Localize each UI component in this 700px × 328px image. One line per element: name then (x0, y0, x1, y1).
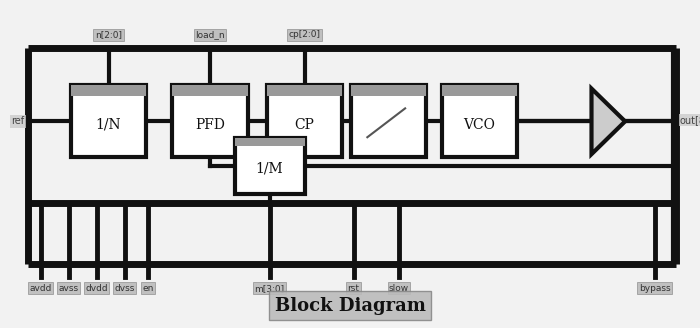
Text: dvdd: dvdd (85, 284, 108, 293)
Text: m[3:0]: m[3:0] (254, 284, 285, 293)
Text: avss: avss (59, 284, 78, 293)
Text: CP: CP (295, 118, 314, 132)
Text: slow: slow (389, 284, 409, 293)
Text: PFD: PFD (195, 118, 225, 132)
Bar (71, 85, 146, 96)
Text: Block Diagram: Block Diagram (274, 297, 426, 315)
Bar (267, 85, 342, 157)
Text: cp[2:0]: cp[2:0] (288, 31, 321, 39)
Text: load_n: load_n (195, 31, 225, 39)
Text: VCO: VCO (463, 118, 496, 132)
Bar (172, 85, 248, 157)
Text: out[8]: out[8] (680, 115, 700, 125)
Bar (234, 138, 304, 194)
Text: ref: ref (11, 116, 25, 126)
Bar (442, 85, 517, 157)
Text: 1/M: 1/M (256, 161, 284, 175)
Bar (351, 85, 426, 96)
Bar (172, 85, 248, 96)
Text: n[2:0]: n[2:0] (95, 31, 122, 39)
Bar (267, 85, 342, 96)
Bar (71, 85, 146, 157)
Bar (442, 85, 517, 96)
Text: en: en (143, 284, 154, 293)
Text: bypass: bypass (638, 284, 671, 293)
Text: dvss: dvss (114, 284, 135, 293)
Text: rst: rst (347, 284, 360, 293)
Bar (351, 85, 426, 157)
Text: avdd: avdd (29, 284, 52, 293)
Bar (234, 138, 304, 146)
Text: 1/N: 1/N (96, 118, 121, 132)
Polygon shape (592, 89, 625, 154)
